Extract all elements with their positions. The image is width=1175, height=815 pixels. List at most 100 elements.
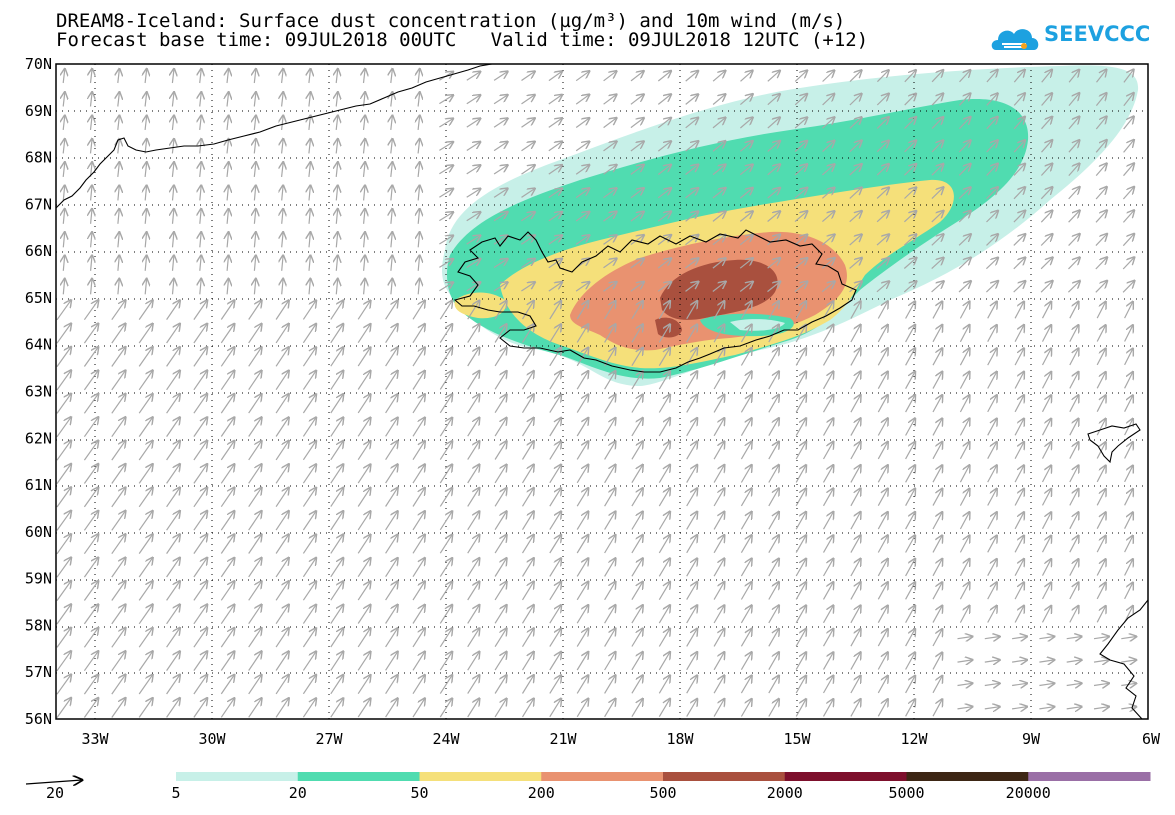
wind-arrow <box>658 395 670 413</box>
wind-arrow <box>549 512 561 530</box>
wind-arrow <box>768 465 779 483</box>
wind-arrow <box>521 488 534 507</box>
wind-arrow <box>877 582 887 600</box>
wind-arrow <box>173 279 174 295</box>
wind-arrow <box>822 489 834 507</box>
wind-arrow <box>932 512 942 530</box>
wind-arrow <box>248 698 262 718</box>
wind-arrow <box>494 629 506 648</box>
wind-arrow <box>412 348 425 367</box>
wind-arrow <box>309 116 311 130</box>
coastlines <box>56 64 1148 719</box>
wind-arrow <box>1041 140 1053 153</box>
wind-arrow <box>1069 372 1079 389</box>
wind-arrow <box>302 511 316 531</box>
map-subtitle: Forecast base time: 09JUL2018 00UTC Vali… <box>56 29 869 51</box>
wind-arrow <box>576 582 588 601</box>
wind-arrow <box>575 188 589 199</box>
wind-arrow <box>603 118 617 129</box>
wind-arrow <box>712 165 725 176</box>
wind-arrow <box>1093 637 1109 639</box>
wind-arrow <box>193 417 207 437</box>
wind-arrow <box>850 325 861 343</box>
wind-arrow <box>494 558 506 577</box>
wind-arrow <box>905 582 915 600</box>
wind-arrow <box>391 162 393 177</box>
wind-arrow <box>248 441 262 461</box>
wind-arrow <box>549 699 561 718</box>
wind-arrow <box>412 441 425 461</box>
wind-arrow <box>686 442 697 460</box>
wind-arrow <box>138 324 152 344</box>
wind-arrow <box>850 489 861 507</box>
wind-arrow <box>767 164 780 176</box>
wind-arrow <box>548 142 562 152</box>
wind-arrow <box>548 259 562 269</box>
wind-arrow <box>849 235 862 246</box>
wind-arrow <box>849 188 862 199</box>
wind-arrow <box>418 139 420 154</box>
wind-arrow <box>357 465 370 484</box>
wind-arrow <box>1096 372 1105 389</box>
wind-arrow <box>1041 70 1052 83</box>
wind-arrow <box>548 189 562 198</box>
wind-arrow <box>309 139 311 154</box>
wind-arrow <box>987 606 997 623</box>
wind-arrow <box>275 605 289 625</box>
wind-arrow <box>604 582 616 601</box>
wind-arrow <box>657 165 671 175</box>
wind-arrow <box>521 348 534 367</box>
wind-arrow <box>1066 707 1082 709</box>
wind-arrow <box>330 605 343 624</box>
wind-arrow <box>603 188 617 199</box>
wind-arrow <box>275 371 289 391</box>
wind-arrow <box>418 92 420 107</box>
wind-arrow <box>549 418 561 437</box>
wind-arrow <box>302 324 316 344</box>
wind-arrow <box>466 212 481 222</box>
wind-arrow <box>795 325 806 343</box>
wind-arrow <box>330 698 343 718</box>
wind-arrow <box>467 605 480 624</box>
wind-arrow <box>302 394 316 414</box>
wind-arrow <box>876 117 888 129</box>
map-frame <box>55 63 1149 720</box>
wind-arrow <box>740 372 751 390</box>
wind-arrow <box>932 419 942 436</box>
wind-arrow <box>1041 395 1052 413</box>
wind-arrow <box>713 442 724 460</box>
wind-arrow <box>794 71 807 82</box>
wind-arrow <box>877 606 887 623</box>
wind-arrow <box>877 512 887 530</box>
wind-arrow <box>275 675 289 695</box>
wind-arrow <box>877 559 887 577</box>
wind-arrow <box>412 394 425 414</box>
wind-arrow <box>364 209 365 224</box>
wind-arrow <box>1122 234 1134 247</box>
wind-arrow <box>686 699 697 717</box>
wind-arrow <box>958 234 971 246</box>
legend-tick-label: 200 <box>527 784 555 802</box>
wind-arrow <box>63 209 64 224</box>
wind-arrow <box>795 676 806 694</box>
wind-arrow <box>713 676 724 694</box>
wind-arrow <box>220 441 234 461</box>
wind-arrow <box>336 92 338 107</box>
iceland-coastline <box>453 229 857 373</box>
wind-arrow <box>1069 536 1079 553</box>
wind-arrow <box>172 139 174 154</box>
wind-arrow <box>1040 187 1052 200</box>
wind-arrow <box>850 606 861 624</box>
wind-arrow <box>111 605 126 625</box>
wind-arrow <box>418 116 420 130</box>
wind-arrow <box>850 512 861 530</box>
wind-arrow <box>275 324 289 344</box>
wind-arrow <box>118 256 119 271</box>
wind-arrow <box>658 629 670 647</box>
wind-arrow <box>248 371 262 391</box>
wind-arrow <box>604 675 616 694</box>
wind-arrow <box>849 94 862 106</box>
wind-arrow <box>822 164 834 176</box>
wind-arrow <box>768 676 779 694</box>
wind-arrow <box>1096 513 1105 529</box>
